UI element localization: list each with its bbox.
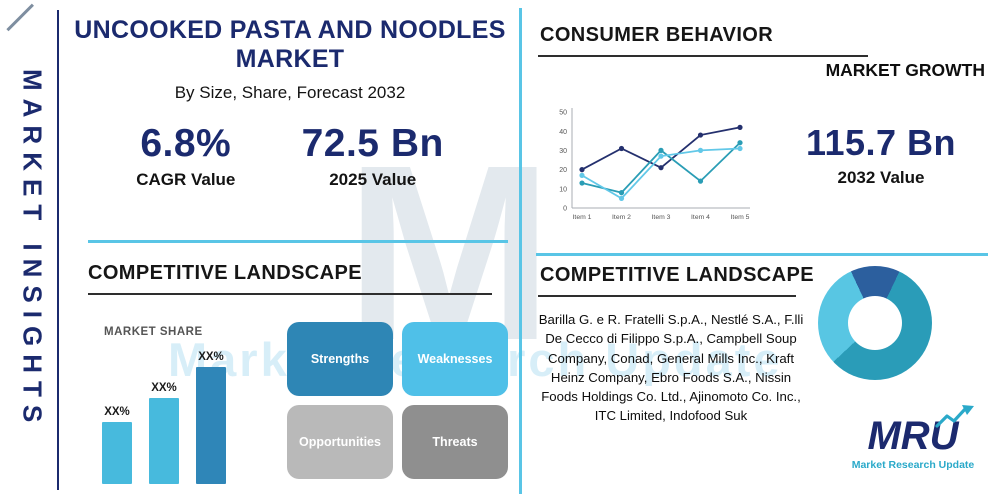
swot-cell-opportunities: Opportunities xyxy=(287,405,393,479)
svg-text:0: 0 xyxy=(563,206,567,213)
market-share-title: MARKET SHARE xyxy=(104,326,203,338)
companies-list: Barilla G. e R. Fratelli S.p.A., Nestlé … xyxy=(538,312,804,424)
sidebar-divider-line xyxy=(57,10,59,490)
logo-name: MRU xyxy=(867,414,959,458)
value-2032-stat: 115.7 Bn 2032 Value xyxy=(772,122,990,188)
logo-tagline: Market Research Update xyxy=(851,459,975,471)
market-share-bar-label: XX% xyxy=(104,406,130,418)
svg-text:20: 20 xyxy=(559,167,567,174)
svg-text:Item 4: Item 4 xyxy=(691,214,710,221)
market-share-bar: XX% xyxy=(149,382,179,484)
market-share-bar-chart: XX% XX% XX% xyxy=(102,330,272,484)
market-share-bar-label: XX% xyxy=(151,382,177,394)
competitive-landscape-left-title: COMPETITIVE LANDSCAPE xyxy=(88,262,362,284)
cagr-stat: 6.8% CAGR Value xyxy=(136,122,235,190)
donut-chart xyxy=(818,266,932,380)
stats-row: 6.8% CAGR Value 72.5 Bn 2025 Value xyxy=(70,122,510,190)
right-horizontal-divider xyxy=(536,253,988,256)
value-2025: 72.5 Bn xyxy=(301,122,444,165)
page-subtitle: By Size, Share, Forecast 2032 xyxy=(174,83,406,102)
swot-cell-strengths: Strengths xyxy=(287,322,393,396)
label-2025: 2025 Value xyxy=(329,170,417,189)
consumer-behavior-title: CONSUMER BEHAVIOR xyxy=(540,24,774,46)
svg-text:Item 2: Item 2 xyxy=(612,214,631,221)
competitive-landscape-right-title: COMPETITIVE LANDSCAPE xyxy=(540,264,814,286)
cagr-value: 6.8% xyxy=(140,122,232,165)
market-insights-label: MARKET INSIGHTS xyxy=(17,69,48,431)
value-2032: 115.7 Bn xyxy=(805,122,957,163)
header-block: UNCOOKED PASTA AND NOODLES MARKET By Siz… xyxy=(70,16,510,103)
label-2032: 2032 Value xyxy=(837,168,925,187)
left-horizontal-divider xyxy=(88,240,508,243)
swot-grid: Strengths Weaknesses Opportunities Threa… xyxy=(287,322,508,479)
vertical-divider-line xyxy=(519,8,522,494)
page-title-line1: UNCOOKED PASTA AND NOODLES xyxy=(74,16,506,44)
svg-text:10: 10 xyxy=(559,186,567,193)
swot-cell-weaknesses: Weaknesses xyxy=(402,322,508,396)
competitive-landscape-left-underline xyxy=(88,293,492,295)
market-growth-title: MARKET GROWTH xyxy=(825,60,985,80)
svg-text:40: 40 xyxy=(559,129,567,136)
logo-growth-arrow-icon xyxy=(934,405,974,428)
consumer-behavior-underline xyxy=(538,55,868,57)
donut-hole xyxy=(848,296,902,350)
cagr-label: CAGR Value xyxy=(136,170,236,189)
svg-text:Item 5: Item 5 xyxy=(731,214,750,221)
market-insights-sidebar: MARKET INSIGHTS xyxy=(8,0,56,500)
page-title-line2: MARKET xyxy=(235,45,345,73)
svg-text:Item 3: Item 3 xyxy=(652,214,671,221)
svg-text:Item 1: Item 1 xyxy=(573,214,592,221)
logo-text: MRU xyxy=(867,405,974,458)
market-share-bar: XX% xyxy=(196,351,226,484)
svg-text:50: 50 xyxy=(559,110,567,117)
competitive-landscape-right-underline xyxy=(538,295,796,297)
market-share-bar: XX% xyxy=(102,406,132,484)
value-2025-stat: 72.5 Bn 2025 Value xyxy=(302,122,444,190)
swot-cell-threats: Threats xyxy=(402,405,508,479)
market-growth-line-chart: 0 10 20 30 40 50 Item 1 Item 2 Item 3 Item 4 Item … xyxy=(559,108,750,221)
svg-text:30: 30 xyxy=(559,148,567,155)
mru-logo: MRU Market Research Update xyxy=(836,405,990,471)
market-share-bar-label: XX% xyxy=(198,351,224,363)
